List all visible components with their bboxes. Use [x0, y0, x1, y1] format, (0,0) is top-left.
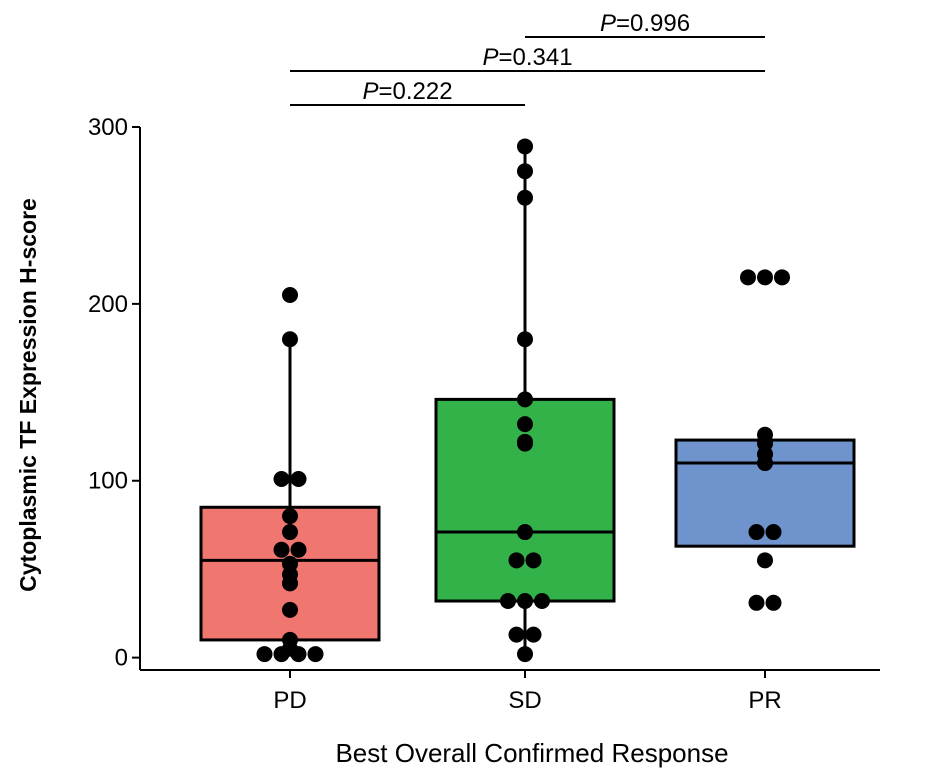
point	[282, 331, 298, 348]
point	[517, 163, 533, 180]
point	[740, 269, 756, 286]
point	[757, 552, 773, 569]
y-axis-title: Cytoplasmic TF Expression H-score	[15, 198, 41, 592]
p-number: =0.222	[378, 78, 452, 105]
point	[290, 646, 307, 663]
y-tick-label: 200	[88, 291, 128, 318]
point	[765, 594, 782, 611]
point	[273, 470, 290, 487]
point	[757, 455, 773, 472]
x-tick-label: SD	[508, 687, 541, 714]
point	[517, 646, 533, 663]
point	[525, 552, 542, 569]
point	[517, 435, 533, 452]
y-tick-label: 0	[115, 645, 128, 672]
point	[273, 646, 290, 663]
point	[517, 524, 533, 541]
p-value: P=0.341	[482, 44, 572, 71]
point	[517, 416, 533, 433]
point	[517, 593, 533, 610]
point	[282, 575, 298, 592]
point	[290, 470, 307, 487]
point	[774, 269, 790, 286]
point	[290, 541, 307, 558]
point	[517, 138, 533, 155]
point	[500, 593, 516, 610]
point	[525, 626, 542, 643]
point	[517, 189, 533, 206]
p-symbol: P	[600, 10, 616, 37]
p-number: =0.996	[616, 10, 690, 37]
p-number: =0.341	[498, 44, 572, 71]
point	[256, 646, 273, 663]
point	[307, 646, 324, 663]
point	[282, 524, 298, 541]
y-tick-label: 300	[88, 114, 128, 141]
point	[517, 331, 533, 348]
point	[748, 524, 765, 541]
x-tick-label: PD	[273, 687, 306, 714]
x-axis-title: Best Overall Confirmed Response	[335, 738, 728, 768]
point	[282, 287, 298, 304]
p-symbol: P	[482, 44, 498, 71]
p-value: P=0.996	[600, 10, 690, 37]
point	[282, 508, 298, 525]
p-symbol: P	[362, 78, 378, 105]
point	[273, 541, 290, 558]
point	[757, 269, 773, 286]
x-tick-label: PR	[748, 687, 781, 714]
box	[434, 397, 616, 603]
point	[517, 391, 533, 408]
point	[508, 626, 525, 643]
point	[765, 524, 782, 541]
point	[748, 594, 765, 611]
point	[534, 593, 550, 610]
point	[508, 552, 525, 569]
point	[282, 601, 298, 618]
p-value: P=0.222	[362, 78, 452, 105]
y-tick-label: 100	[88, 468, 128, 495]
